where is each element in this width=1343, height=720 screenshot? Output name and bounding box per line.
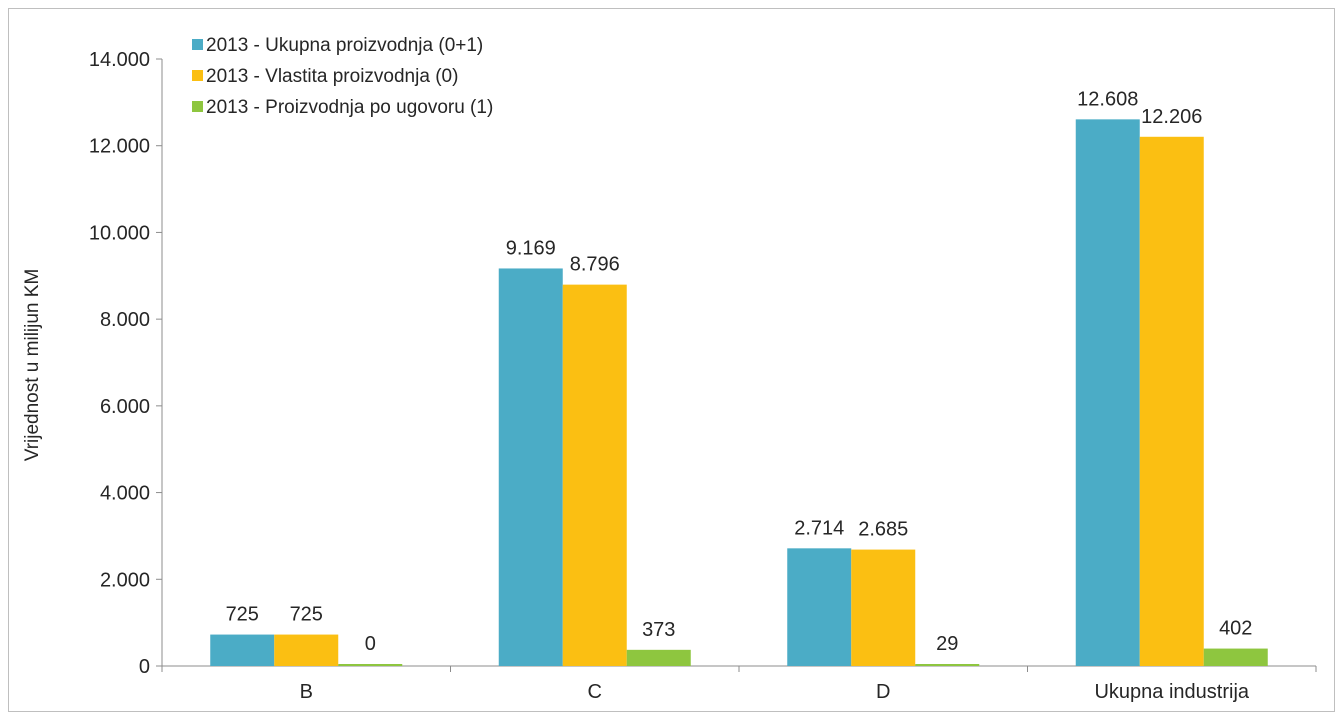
y-axis-title: Vrijednost u milijun KM — [22, 269, 43, 462]
legend-label: 2013 - Vlastita proizvodnja (0) — [206, 66, 458, 87]
y-tick-label: 14.000 — [89, 49, 150, 71]
y-tick-label: 4.000 — [100, 483, 150, 505]
data-label: 373 — [642, 619, 675, 641]
bar — [498, 268, 563, 666]
bar — [210, 634, 275, 666]
data-label: 12.206 — [1141, 106, 1202, 128]
x-category-label: Ukupna industrija — [1094, 681, 1249, 703]
x-category-label: D — [876, 681, 890, 703]
data-label: 2.714 — [794, 517, 844, 539]
y-tick-label: 6.000 — [100, 396, 150, 418]
data-label: 12.608 — [1077, 88, 1138, 110]
bar — [562, 284, 627, 666]
bar — [851, 549, 916, 666]
legend-swatch — [192, 101, 203, 112]
legend-label: 2013 - Ukupna proizvodnja (0+1) — [206, 35, 483, 56]
data-label: 29 — [936, 633, 958, 655]
data-label: 725 — [226, 604, 259, 626]
y-tick-label: 10.000 — [89, 222, 150, 244]
bar — [787, 548, 852, 666]
bar — [626, 649, 691, 666]
data-label: 0 — [365, 633, 376, 655]
data-label: 8.796 — [570, 254, 620, 276]
data-label: 2.685 — [858, 519, 908, 541]
x-category-label: B — [300, 681, 313, 703]
bar — [1139, 136, 1204, 666]
data-label: 725 — [290, 604, 323, 626]
legend-swatch — [192, 39, 203, 50]
x-category-label: C — [588, 681, 602, 703]
legend-label: 2013 - Proizvodnja po ugovoru (1) — [206, 97, 493, 118]
y-tick-label: 12.000 — [89, 136, 150, 158]
bar — [338, 664, 403, 666]
bar — [1203, 648, 1268, 666]
data-label: 9.169 — [506, 237, 556, 259]
y-tick-label: 2.000 — [100, 569, 150, 591]
bar — [915, 664, 980, 666]
y-tick-label: 0 — [139, 656, 150, 678]
y-tick-label: 8.000 — [100, 309, 150, 331]
data-label: 402 — [1219, 618, 1252, 640]
bar — [274, 634, 339, 666]
bar — [1075, 119, 1140, 666]
legend-swatch — [192, 70, 203, 81]
